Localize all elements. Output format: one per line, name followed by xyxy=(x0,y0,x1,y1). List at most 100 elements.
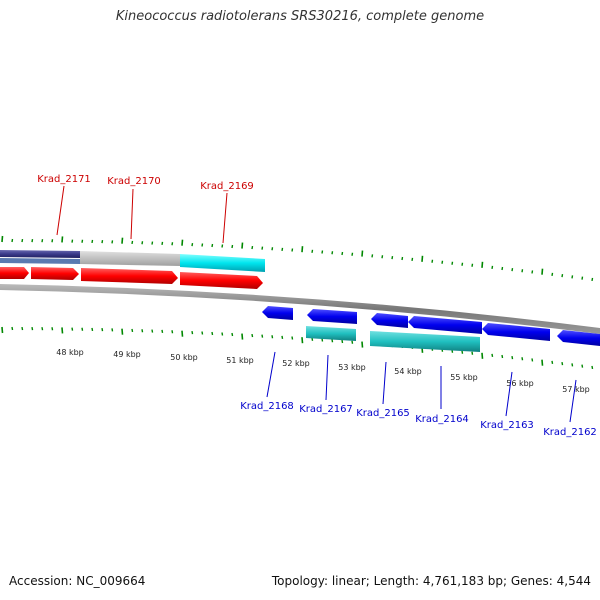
minor-tick xyxy=(511,356,514,360)
upper-tick-ring xyxy=(1,235,594,282)
minor-tick xyxy=(471,263,474,267)
minor-tick xyxy=(371,254,374,258)
minor-tick xyxy=(21,238,24,243)
gene-arrow-forward xyxy=(81,268,178,284)
minor-tick xyxy=(171,330,174,334)
gene-label[interactable]: Krad_2170 xyxy=(107,176,161,187)
minor-tick xyxy=(251,333,254,338)
minor-tick xyxy=(131,328,134,333)
minor-tick xyxy=(161,329,164,334)
minor-tick xyxy=(11,238,14,243)
navy-feature-lower xyxy=(0,258,80,264)
minor-tick xyxy=(441,260,444,264)
minor-tick xyxy=(491,265,494,270)
label-leader xyxy=(569,379,577,423)
minor-tick xyxy=(161,241,164,246)
minor-tick xyxy=(231,332,234,337)
minor-tick xyxy=(531,270,534,274)
minor-tick xyxy=(81,327,84,331)
minor-tick xyxy=(11,326,14,331)
minor-tick xyxy=(221,332,224,336)
minor-tick xyxy=(561,361,564,366)
upper-feature-track xyxy=(0,250,265,272)
minor-tick xyxy=(51,239,54,243)
minor-tick xyxy=(271,247,274,251)
scale-label: 51 kbp xyxy=(226,356,254,365)
minor-tick xyxy=(111,240,114,244)
minor-tick xyxy=(51,327,54,331)
minor-tick xyxy=(551,272,554,276)
map-title: Kineococcus radiotolerans SRS30216, comp… xyxy=(115,9,485,24)
label-leader xyxy=(325,354,329,401)
minor-tick xyxy=(261,334,264,338)
major-tick xyxy=(181,239,184,246)
major-tick xyxy=(1,235,4,243)
gene-label[interactable]: Krad_2168 xyxy=(240,401,294,412)
major-tick xyxy=(481,352,484,359)
gene-arrow-forward xyxy=(0,267,29,279)
minor-tick xyxy=(461,350,464,354)
minor-tick xyxy=(261,246,264,250)
minor-tick xyxy=(351,252,354,256)
teal-feature xyxy=(306,326,356,341)
scale-label: 54 kbp xyxy=(394,367,422,376)
gene-arrow-reverse xyxy=(482,323,550,341)
scale-label: 49 kbp xyxy=(113,350,141,359)
teal-feature xyxy=(370,331,480,352)
major-tick xyxy=(301,337,304,344)
minor-tick xyxy=(101,328,104,332)
gene-label[interactable]: Krad_2163 xyxy=(480,420,534,431)
minor-tick xyxy=(251,245,254,250)
major-tick xyxy=(481,261,484,268)
minor-tick xyxy=(581,364,584,368)
gene-arrow-reverse xyxy=(371,313,408,328)
major-tick xyxy=(541,268,544,275)
genome-summary-text: Topology: linear; Length: 4,761,183 bp; … xyxy=(271,574,591,588)
forward-gene-track xyxy=(0,267,263,289)
gene-label[interactable]: Krad_2167 xyxy=(299,404,353,415)
gene-label[interactable]: Krad_2165 xyxy=(356,408,410,419)
minor-tick xyxy=(281,247,284,251)
minor-tick xyxy=(341,251,344,256)
minor-tick xyxy=(191,242,194,247)
minor-tick xyxy=(101,240,104,244)
label-leader xyxy=(505,371,513,417)
accession-text: Accession: NC_009664 xyxy=(9,574,146,588)
minor-tick xyxy=(561,273,564,278)
major-tick xyxy=(421,255,424,262)
minor-tick xyxy=(41,327,44,331)
minor-tick xyxy=(491,353,494,358)
label-leader xyxy=(266,351,276,398)
minor-tick xyxy=(31,238,34,243)
gene-label[interactable]: Krad_2164 xyxy=(415,414,469,425)
minor-tick xyxy=(71,239,74,243)
minor-tick xyxy=(91,239,94,244)
minor-tick xyxy=(281,335,284,339)
scale-label: 56 kbp xyxy=(506,379,534,388)
minor-tick xyxy=(41,239,44,243)
gene-arrow-reverse xyxy=(408,316,482,334)
minor-tick xyxy=(391,255,394,260)
minor-tick xyxy=(21,326,24,331)
gene-label[interactable]: Krad_2169 xyxy=(200,181,254,192)
minor-tick xyxy=(151,329,154,333)
minor-tick xyxy=(191,330,194,335)
major-tick xyxy=(121,328,124,335)
genome-backbone xyxy=(0,284,600,334)
major-tick xyxy=(241,333,244,340)
gene-arrow-reverse xyxy=(262,306,293,320)
gene-label[interactable]: Krad_2171 xyxy=(37,174,91,185)
minor-tick xyxy=(311,249,314,253)
minor-tick xyxy=(351,340,354,344)
minor-tick xyxy=(201,243,204,247)
minor-tick xyxy=(201,331,204,335)
scale-label: 50 kbp xyxy=(170,353,198,362)
minor-tick xyxy=(231,244,234,249)
major-tick xyxy=(61,236,64,243)
navy-feature xyxy=(0,250,80,258)
minor-tick xyxy=(321,338,324,342)
scale-label: 57 kbp xyxy=(562,385,590,394)
gene-label[interactable]: Krad_2162 xyxy=(543,427,597,438)
